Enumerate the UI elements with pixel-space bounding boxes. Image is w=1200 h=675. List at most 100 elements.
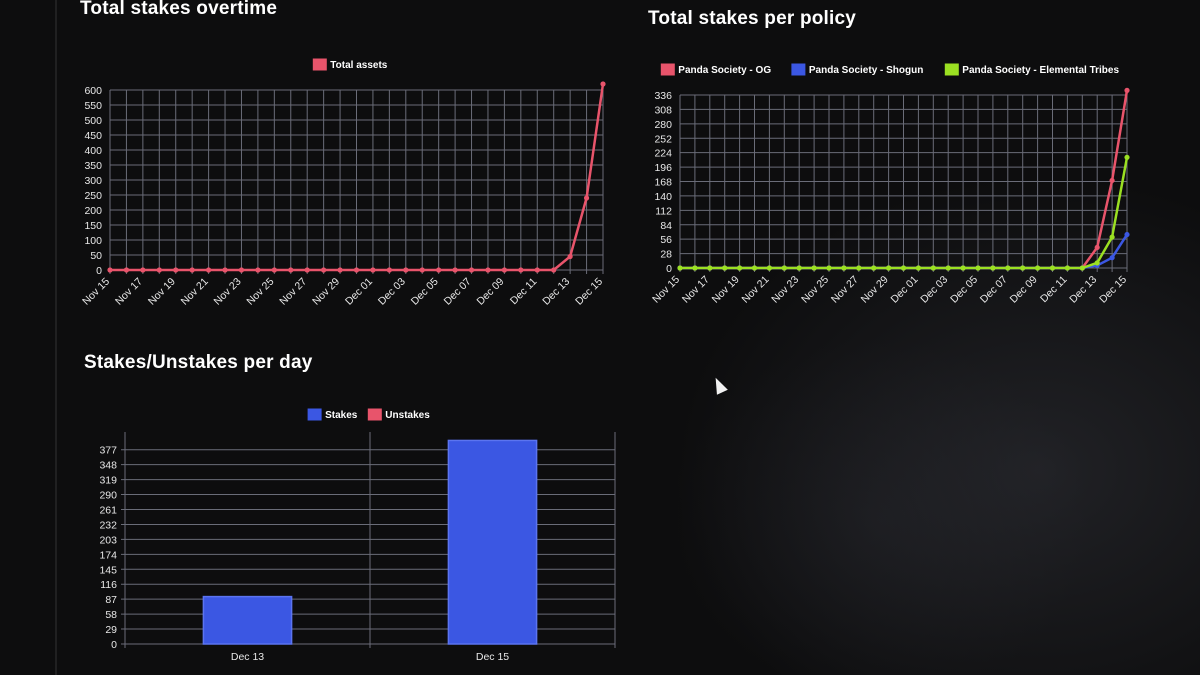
data-point bbox=[419, 267, 425, 273]
data-point bbox=[206, 267, 212, 273]
data-point bbox=[288, 267, 294, 273]
x-tick-label: Dec 11 bbox=[1038, 274, 1070, 306]
data-point bbox=[1079, 265, 1085, 271]
x-tick-label: Nov 19 bbox=[710, 274, 742, 306]
x-tick-label: Nov 17 bbox=[680, 274, 712, 306]
data-point bbox=[534, 267, 540, 273]
data-point bbox=[353, 267, 360, 273]
x-tick-label: Dec 07 bbox=[442, 276, 474, 308]
y-tick-label: 290 bbox=[99, 490, 117, 502]
y-tick-label: 28 bbox=[660, 249, 672, 261]
x-tick-label: Nov 29 bbox=[859, 274, 891, 306]
y-tick-label: 319 bbox=[99, 475, 117, 487]
y-tick-label: 252 bbox=[654, 133, 672, 145]
y-tick-label: 0 bbox=[96, 265, 102, 277]
x-tick-label: Dec 05 bbox=[948, 274, 980, 306]
data-point bbox=[781, 265, 787, 271]
data-point bbox=[1005, 265, 1011, 271]
y-tick-label: 84 bbox=[660, 220, 672, 232]
data-point bbox=[1049, 265, 1056, 271]
chart-stakes-unstakes-per-day: 0 29 58 87 116 145 174 203 232 261 290 319 348 377 Dec… bbox=[99, 408, 616, 663]
x-tick-label: Nov 23 bbox=[212, 276, 244, 308]
data-point bbox=[826, 265, 832, 271]
bar-stakes bbox=[447, 439, 538, 645]
y-tick-label: 500 bbox=[84, 115, 102, 127]
data-point bbox=[452, 267, 458, 273]
chart-title-policy: Total stakes per policy bbox=[648, 8, 857, 29]
x-tick-label: Dec 11 bbox=[508, 276, 540, 308]
data-point bbox=[386, 267, 392, 273]
x-tick-label: Nov 27 bbox=[277, 276, 309, 308]
y-tick-label: 168 bbox=[654, 177, 672, 189]
y-tick-label: 261 bbox=[99, 504, 117, 516]
y-tick-label: 29 bbox=[105, 624, 117, 636]
data-point bbox=[975, 265, 981, 271]
data-point bbox=[945, 265, 951, 271]
legend-swatch bbox=[944, 63, 959, 76]
data-point bbox=[271, 267, 277, 273]
y-tick-label: 280 bbox=[654, 119, 672, 131]
data-point bbox=[930, 265, 936, 271]
data-point bbox=[255, 267, 261, 273]
data-point bbox=[436, 267, 442, 273]
x-tick-label: Nov 15 bbox=[80, 276, 112, 308]
monitor-bezel-edge bbox=[55, 0, 57, 675]
data-point bbox=[518, 267, 524, 273]
mouse-pointer-icon bbox=[710, 375, 728, 395]
y-tick-label: 203 bbox=[99, 534, 117, 546]
y-tick-label: 58 bbox=[105, 609, 117, 621]
data-point bbox=[1109, 177, 1115, 184]
x-tick-label: Dec 15 bbox=[1097, 274, 1129, 306]
data-point bbox=[900, 265, 907, 271]
y-tick-label: 400 bbox=[84, 145, 102, 157]
data-point bbox=[107, 267, 113, 273]
y-tick-label: 112 bbox=[655, 205, 672, 217]
x-tick-label: Nov 19 bbox=[146, 276, 178, 308]
y-tick-label: 140 bbox=[654, 191, 672, 203]
bar-stakes bbox=[202, 595, 293, 645]
data-point bbox=[468, 267, 475, 273]
data-point bbox=[189, 267, 195, 273]
y-tick-label: 232 bbox=[99, 519, 117, 531]
legend-swatch bbox=[660, 63, 675, 76]
x-tick-label: Dec 07 bbox=[978, 274, 1010, 306]
x-tick-label: Dec 13 bbox=[231, 651, 264, 663]
y-tick-label: 116 bbox=[100, 579, 117, 591]
y-tick-label: 336 bbox=[654, 90, 672, 102]
x-tick-label: Dec 01 bbox=[343, 276, 375, 308]
legend-label: Stakes bbox=[325, 410, 358, 421]
legend-swatch bbox=[791, 63, 806, 76]
data-point bbox=[238, 267, 245, 273]
y-tick-label: 50 bbox=[90, 250, 102, 262]
x-tick-label: Nov 25 bbox=[244, 276, 276, 308]
x-tick-label: Nov 25 bbox=[799, 274, 831, 306]
data-point bbox=[692, 265, 698, 271]
data-point bbox=[567, 253, 573, 260]
x-tick-label: Nov 29 bbox=[310, 276, 342, 308]
x-tick-label: Dec 03 bbox=[918, 274, 950, 306]
y-tick-label: 224 bbox=[654, 148, 672, 160]
data-point bbox=[222, 267, 228, 273]
data-point bbox=[600, 81, 606, 87]
x-tick-label: Nov 23 bbox=[769, 274, 801, 306]
data-point bbox=[370, 267, 376, 273]
y-tick-label: 0 bbox=[666, 263, 672, 275]
x-tick-label: Dec 05 bbox=[409, 276, 441, 308]
x-tick-label: Dec 15 bbox=[476, 651, 509, 663]
data-point bbox=[707, 265, 713, 271]
y-tick-label: 174 bbox=[99, 549, 117, 561]
y-tick-label: 450 bbox=[84, 130, 102, 142]
x-tick-label: Nov 15 bbox=[650, 274, 682, 306]
data-point bbox=[1064, 265, 1070, 271]
x-tick-label: Dec 15 bbox=[573, 276, 605, 308]
legend-swatch bbox=[367, 408, 382, 421]
data-point bbox=[1124, 231, 1130, 238]
y-tick-label: 196 bbox=[654, 162, 672, 174]
data-point bbox=[677, 265, 683, 271]
data-point bbox=[1035, 265, 1041, 271]
chart-title-daily: Stakes/Unstakes per day bbox=[84, 352, 313, 373]
y-tick-label: 250 bbox=[84, 190, 102, 202]
legend-label: Total assets bbox=[330, 60, 387, 71]
legend-label: Panda Society - OG bbox=[678, 65, 771, 76]
y-tick-label: 600 bbox=[84, 85, 102, 97]
